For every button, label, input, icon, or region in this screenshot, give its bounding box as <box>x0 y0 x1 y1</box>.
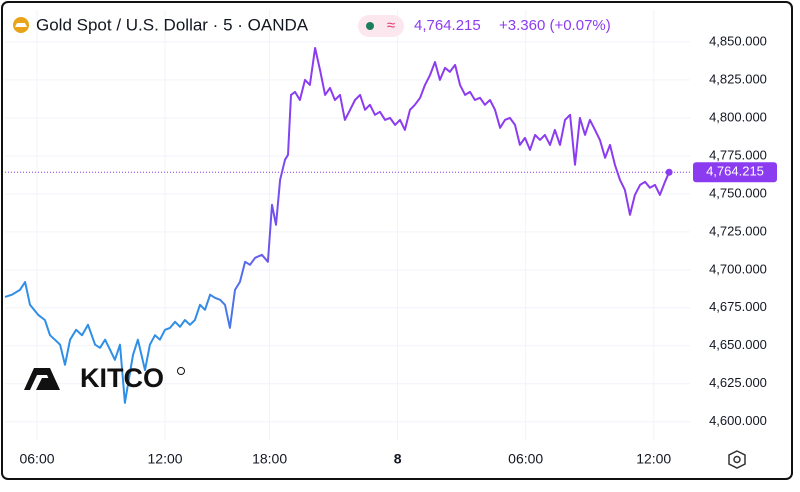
y-tick-label: 4,650.000 <box>709 337 767 352</box>
x-tick-label: 06:00 <box>19 451 54 467</box>
x-tick-label: 12:00 <box>148 451 183 467</box>
symbol-icon-bar <box>15 23 27 27</box>
x-tick-label: 8 <box>394 451 402 467</box>
status-badge <box>358 15 404 37</box>
watermark: KITCO <box>80 363 164 393</box>
y-tick-label: 4,800.000 <box>709 109 767 124</box>
price-label: 4,764.215 <box>706 164 764 179</box>
y-tick-label: 4,700.000 <box>709 261 767 276</box>
y-tick-label: 4,625.000 <box>709 375 767 390</box>
y-tick-label: 4,725.000 <box>709 223 767 238</box>
frame <box>1 1 793 480</box>
plot <box>4 47 690 404</box>
y-tick-label: 4,675.000 <box>709 299 767 314</box>
last-price: 4,764.215 <box>414 17 481 34</box>
price-label-box <box>693 162 777 183</box>
watermark-logo: KITCO <box>24 363 185 393</box>
status-dot <box>366 22 374 30</box>
chart-title: Gold Spot / U.S. Dollar · 5 · OANDA <box>36 15 309 34</box>
badge-text: ≈ <box>387 17 395 34</box>
y-tick-label: 4,600.000 <box>709 413 767 428</box>
last-point <box>665 168 673 176</box>
settings-icon[interactable] <box>728 450 746 469</box>
y-tick-label: 4,850.000 <box>709 33 767 48</box>
x-tick-label: 12:00 <box>636 451 671 467</box>
x-tick-label: 18:00 <box>252 451 287 467</box>
y-tick-label: 4,750.000 <box>709 185 767 200</box>
price-change: +3.360 (+0.07%) <box>499 17 611 34</box>
y-tick-label: 4,775.000 <box>709 147 767 162</box>
y-tick-label: 4,825.000 <box>709 71 767 86</box>
x-tick-label: 06:00 <box>508 451 543 467</box>
price-line <box>4 47 671 404</box>
